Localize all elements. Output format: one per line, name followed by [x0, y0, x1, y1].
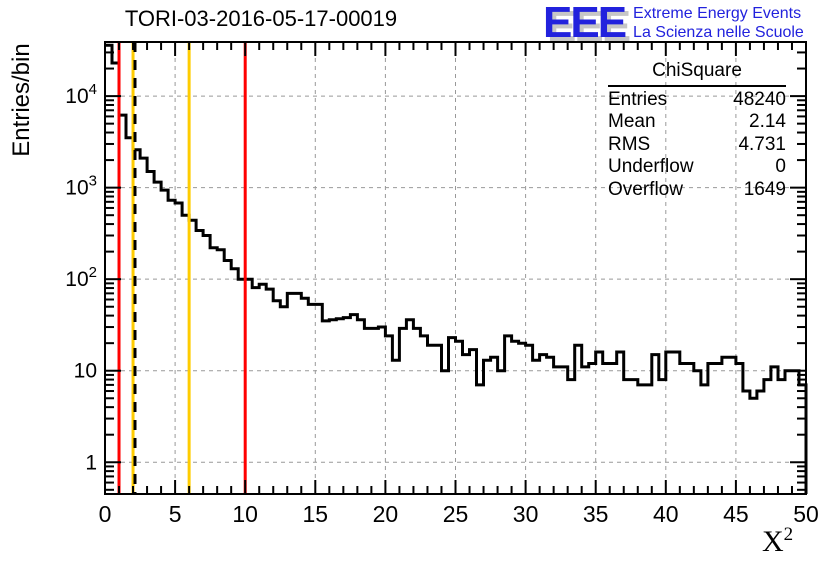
- x-tick-label: 30: [513, 501, 539, 527]
- x-tick-label: 10: [232, 501, 258, 527]
- plot-frame: [104, 41, 807, 495]
- eee-logo-acronym: EEE: [543, 0, 627, 47]
- y-axis-title: Entries/bin: [8, 43, 35, 157]
- x-axis-title: X2: [762, 524, 794, 558]
- y-tick-label: 104: [65, 81, 97, 108]
- x-tick-label: 40: [653, 501, 679, 527]
- eee-logo-line1: Extreme Energy Events: [633, 5, 802, 22]
- x-tick-label: 25: [443, 501, 469, 527]
- gridlines: [105, 42, 806, 494]
- y-tick-label: 1: [85, 451, 97, 474]
- x-axis-title-exponent: 2: [783, 524, 794, 545]
- eee-logo-text: Extreme Energy Events La Scienza nelle S…: [633, 4, 804, 42]
- plot-title: TORI-03-2016-05-17-00019: [124, 6, 398, 31]
- axis-ticks: [104, 42, 807, 494]
- stats-row-mean: Mean 2.14: [608, 111, 786, 133]
- histogram-step-line: [105, 43, 808, 494]
- x-tick-label: 5: [169, 501, 182, 527]
- x-tick-label: 15: [303, 501, 329, 527]
- eee-logo: EEE Extreme Energy Events La Scienza nel…: [543, 0, 804, 47]
- x-tick-label: 45: [723, 501, 749, 527]
- stats-row-overflow: Overflow 1649: [608, 178, 786, 200]
- y-axis-tick-labels: 1 10 102 103 104: [65, 81, 97, 474]
- x-tick-label: 35: [583, 501, 609, 527]
- stats-box-title: ChiSquare: [608, 60, 786, 87]
- x-tick-label: 0: [99, 501, 112, 527]
- stats-row-entries: Entries 48240: [608, 89, 786, 110]
- y-tick-label: 102: [65, 264, 97, 291]
- stats-box: ChiSquare Entries 48240 Mean 2.14 RMS 4.…: [608, 60, 786, 201]
- eee-logo-line2: La Scienza nelle Scuole: [633, 24, 804, 41]
- stats-row-underflow: Underflow 0: [608, 156, 786, 178]
- x-tick-label: 20: [373, 501, 399, 527]
- stats-row-rms: RMS 4.731: [608, 133, 786, 155]
- y-tick-label: 10: [74, 360, 97, 383]
- x-tick-label: 50: [793, 501, 819, 527]
- x-axis-tick-labels: 0 5 10 15 20 25 30 35 40 45 50: [99, 501, 819, 527]
- y-tick-label: 103: [65, 173, 97, 200]
- marker-lines: [117, 42, 247, 494]
